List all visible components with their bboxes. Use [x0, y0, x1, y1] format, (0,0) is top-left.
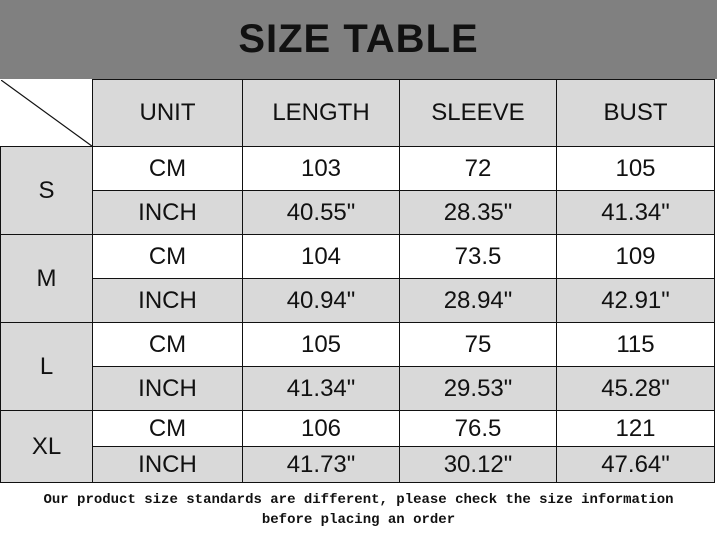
- header-length: LENGTH: [242, 79, 400, 147]
- cell-unit: INCH: [92, 446, 243, 483]
- table-row: INCH 40.94" 28.94" 42.91": [1, 278, 715, 323]
- table-row: XL CM 106 76.5 121: [0, 410, 715, 483]
- diagonal-line-icon: [0, 79, 92, 146]
- cell-sleeve: 30.12": [399, 446, 557, 483]
- cell-sleeve: 28.94": [399, 278, 557, 323]
- cell-length: 105: [242, 322, 400, 367]
- cell-length: 103: [242, 146, 400, 191]
- cell-length: 40.55": [242, 190, 400, 235]
- note-line-2: before placing an order: [261, 512, 456, 528]
- cell-bust: 41.34": [556, 190, 715, 235]
- table-row: S CM 103 72 105: [0, 146, 715, 235]
- size-label: L: [0, 322, 93, 411]
- header-unit: UNIT: [92, 79, 243, 147]
- cell-unit: INCH: [92, 190, 243, 235]
- cell-bust: 42.91": [556, 278, 715, 323]
- cell-bust: 121: [556, 410, 715, 447]
- cell-sleeve: 73.5: [399, 234, 557, 279]
- header-row: UNIT LENGTH SLEEVE BUST: [0, 79, 715, 147]
- cell-sleeve: 76.5: [399, 410, 557, 447]
- cell-bust: 109: [556, 234, 715, 279]
- size-label: S: [0, 146, 93, 235]
- table-row: INCH 41.34" 29.53" 45.28": [1, 366, 715, 411]
- note-line-1: Our product size standards are different…: [43, 492, 674, 508]
- cell-length: 106: [242, 410, 400, 447]
- cell-unit: CM: [92, 146, 243, 191]
- header-sleeve: SLEEVE: [399, 79, 557, 147]
- size-note: Our product size standards are different…: [0, 490, 717, 530]
- cell-unit: CM: [92, 322, 243, 367]
- cell-sleeve: 29.53": [399, 366, 557, 411]
- size-label: M: [0, 234, 93, 323]
- cell-length: 41.34": [242, 366, 400, 411]
- cell-sleeve: 75: [399, 322, 557, 367]
- cell-bust: 45.28": [556, 366, 715, 411]
- cell-length: 104: [242, 234, 400, 279]
- table-row: INCH 40.55" 28.35" 41.34": [1, 190, 715, 235]
- cell-unit: CM: [92, 410, 243, 447]
- cell-bust: 105: [556, 146, 715, 191]
- cell-bust: 47.64": [556, 446, 715, 483]
- table-row: M CM 104 73.5 109: [0, 234, 715, 323]
- corner-cell: [0, 79, 93, 147]
- cell-unit: CM: [92, 234, 243, 279]
- table-row: INCH 41.73" 30.12" 47.64": [1, 446, 715, 483]
- table-row: L CM 105 75 115: [0, 322, 715, 411]
- cell-sleeve: 72: [399, 146, 557, 191]
- page-title: SIZE TABLE: [0, 0, 717, 79]
- header-bust: BUST: [556, 79, 715, 147]
- cell-unit: INCH: [92, 278, 243, 323]
- cell-unit: INCH: [92, 366, 243, 411]
- size-label: XL: [0, 410, 93, 483]
- cell-length: 40.94": [242, 278, 400, 323]
- cell-length: 41.73": [242, 446, 400, 483]
- cell-bust: 115: [556, 322, 715, 367]
- size-table: UNIT LENGTH SLEEVE BUST S CM 103 72 105 INCH 4…: [0, 79, 715, 483]
- cell-sleeve: 28.35": [399, 190, 557, 235]
